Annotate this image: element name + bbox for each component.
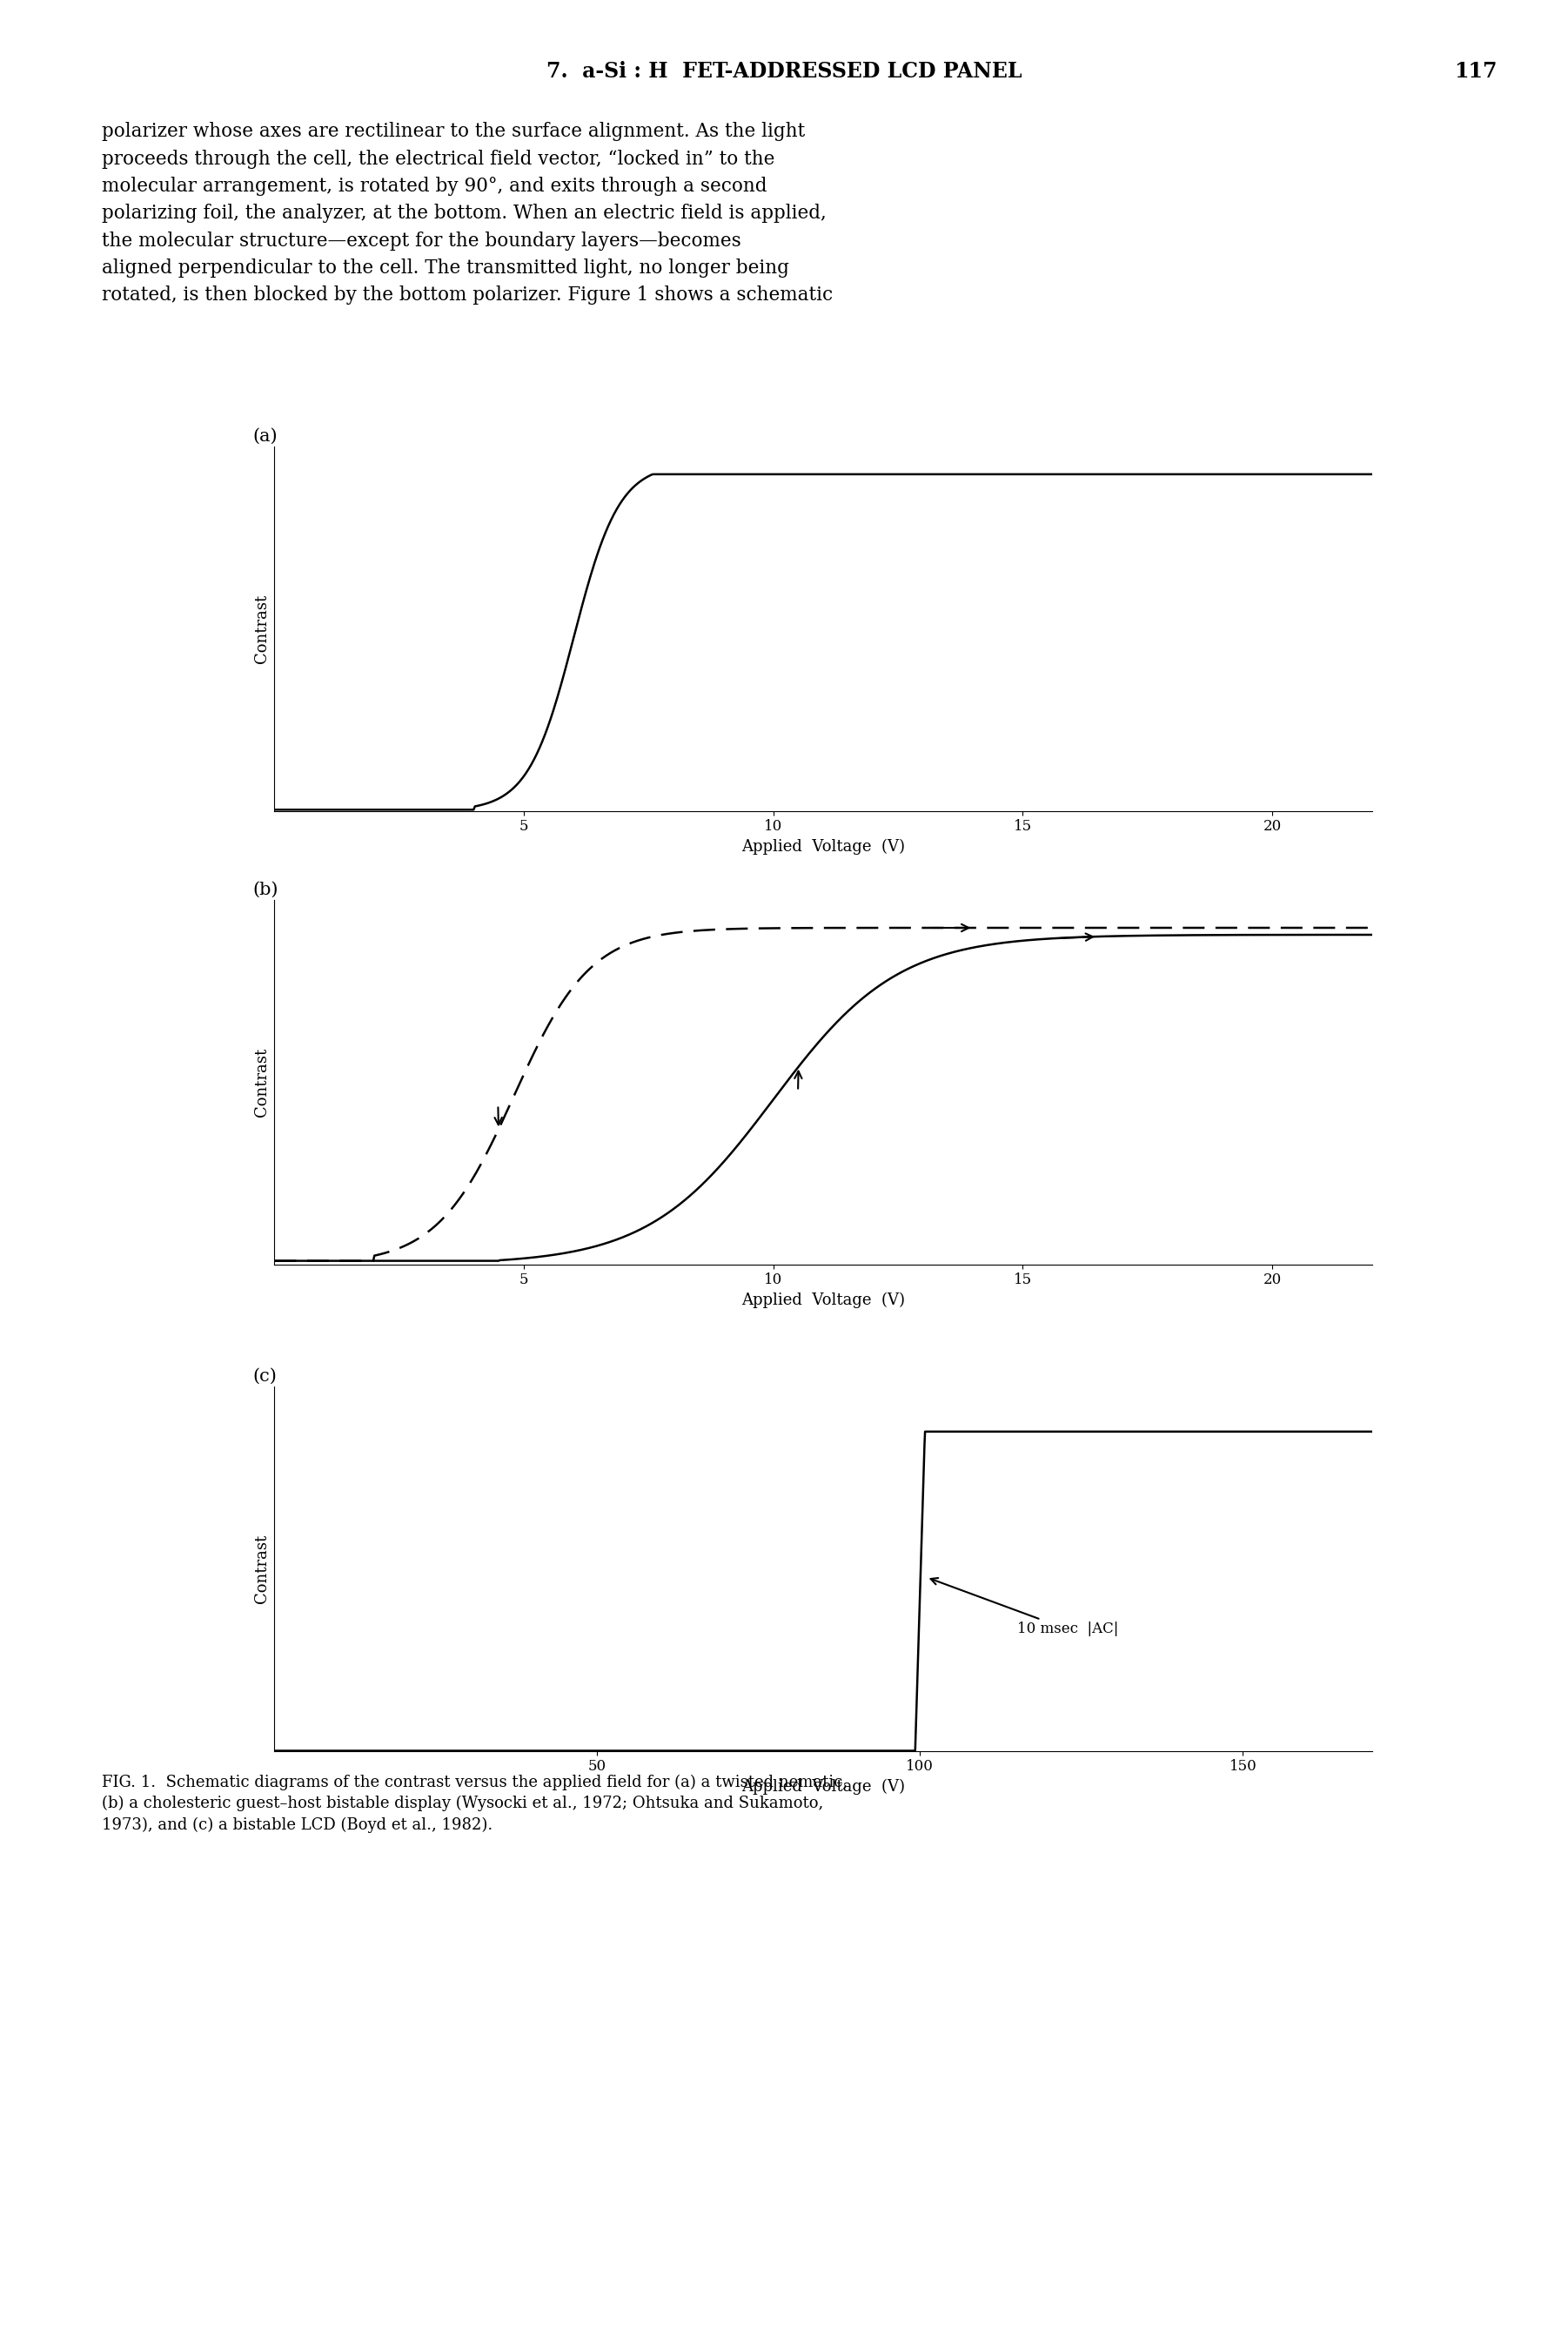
Text: (a): (a) xyxy=(252,428,278,444)
Y-axis label: Contrast: Contrast xyxy=(254,1048,270,1116)
Text: 117: 117 xyxy=(1455,61,1497,82)
Y-axis label: Contrast: Contrast xyxy=(254,1535,270,1603)
X-axis label: Applied  Voltage  (V): Applied Voltage (V) xyxy=(742,839,905,855)
X-axis label: Applied  Voltage  (V): Applied Voltage (V) xyxy=(742,1293,905,1309)
X-axis label: Applied  Voltage  (V): Applied Voltage (V) xyxy=(742,1779,905,1795)
Text: 7.  a-Si : H  FET-ADDRESSED LCD PANEL: 7. a-Si : H FET-ADDRESSED LCD PANEL xyxy=(546,61,1022,82)
Text: polarizer whose axes are rectilinear to the surface alignment. As the light
proc: polarizer whose axes are rectilinear to … xyxy=(102,122,833,306)
Text: (b): (b) xyxy=(252,881,278,898)
Text: FIG. 1.  Schematic diagrams of the contrast versus the applied field for (a) a t: FIG. 1. Schematic diagrams of the contra… xyxy=(102,1774,848,1833)
Text: (c): (c) xyxy=(252,1368,276,1384)
Text: 10 msec  |AC|: 10 msec |AC| xyxy=(931,1577,1118,1636)
Y-axis label: Contrast: Contrast xyxy=(254,595,270,663)
